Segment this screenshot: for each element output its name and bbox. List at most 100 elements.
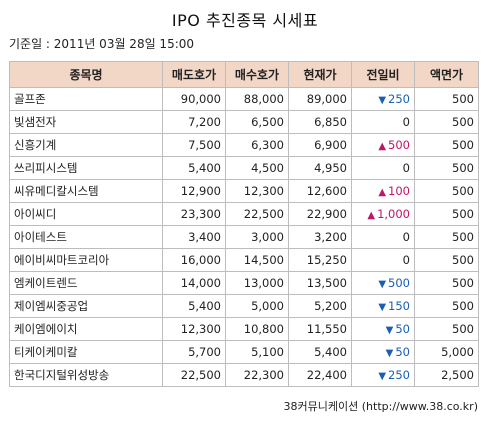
par-value: 500 — [414, 133, 479, 157]
header-current-price: 현재가 — [288, 61, 352, 88]
ask-price: 23,300 — [162, 202, 226, 226]
change-cell: 0 — [351, 156, 415, 180]
stock-name[interactable]: 한국디지털위성방송 — [9, 363, 163, 387]
par-value: 500 — [414, 294, 479, 318]
table-header-row: 종목명 매도호가 매수호가 현재가 전일비 액면가 — [9, 61, 479, 88]
stock-name[interactable]: 빛샘전자 — [9, 110, 163, 134]
current-price: 22,900 — [288, 202, 352, 226]
triangle-down-icon: ▼ — [378, 95, 387, 106]
header-ask-price: 매도호가 — [162, 61, 226, 88]
triangle-down-icon: ▼ — [385, 348, 394, 359]
source-credit: 38커뮤니케이션 (http://www.38.co.kr) — [283, 400, 478, 413]
current-price: 4,950 — [288, 156, 352, 180]
par-value: 2,500 — [414, 363, 479, 387]
current-price: 11,550 — [288, 317, 352, 341]
current-price: 12,600 — [288, 179, 352, 203]
triangle-up-icon: ▲ — [367, 210, 376, 221]
header-stock-name: 종목명 — [9, 61, 163, 88]
change-cell: ▲ 500 — [351, 133, 415, 157]
par-value: 500 — [414, 202, 479, 226]
ask-price: 16,000 — [162, 248, 226, 272]
par-value: 500 — [414, 271, 479, 295]
ask-price: 7,500 — [162, 133, 226, 157]
current-price: 6,850 — [288, 110, 352, 134]
page-title: IPO 추진종목 시세표 — [171, 11, 319, 30]
stock-name[interactable]: 아이씨디 — [9, 202, 163, 226]
current-price: 13,500 — [288, 271, 352, 295]
change-cell: ▼ 150 — [351, 294, 415, 318]
stock-name[interactable]: 신흥기계 — [9, 133, 163, 157]
change-cell: ▼ 250 — [351, 87, 415, 111]
ask-price: 5,700 — [162, 340, 226, 364]
change-value: 150 — [388, 299, 410, 313]
bid-price: 12,300 — [225, 179, 289, 203]
ask-price: 7,200 — [162, 110, 226, 134]
stock-name[interactable]: 아이테스트 — [9, 225, 163, 249]
change-value: 0 — [402, 230, 410, 244]
header-change: 전일비 — [351, 61, 415, 88]
change-value: 0 — [402, 115, 410, 129]
bid-price: 10,800 — [225, 317, 289, 341]
change-value: 0 — [402, 253, 410, 267]
change-value: 1,000 — [377, 207, 410, 221]
ask-price: 12,300 — [162, 317, 226, 341]
par-value: 500 — [414, 110, 479, 134]
bid-price: 88,000 — [225, 87, 289, 111]
ask-price: 90,000 — [162, 87, 226, 111]
current-price: 6,900 — [288, 133, 352, 157]
stock-name[interactable]: 엠케이트렌드 — [9, 271, 163, 295]
triangle-up-icon: ▲ — [378, 187, 387, 198]
bid-price: 6,500 — [225, 110, 289, 134]
par-value: 500 — [414, 317, 479, 341]
table-row: 아이씨디 23,300 22,500 22,900 ▲ 1,000 500 — [9, 202, 479, 226]
par-value: 5,000 — [414, 340, 479, 364]
triangle-down-icon: ▼ — [378, 302, 387, 313]
current-price: 22,400 — [288, 363, 352, 387]
change-cell: ▼ 250 — [351, 363, 415, 387]
change-cell: 0 — [351, 225, 415, 249]
stock-name[interactable]: 티케이케미칼 — [9, 340, 163, 364]
quote-table: 종목명 매도호가 매수호가 현재가 전일비 액면가 골프존 90,000 88,00… — [9, 61, 479, 387]
change-cell: ▼ 50 — [351, 340, 415, 364]
current-price: 3,200 — [288, 225, 352, 249]
bid-price: 5,100 — [225, 340, 289, 364]
table-row: 아이테스트 3,400 3,000 3,200 0 500 — [9, 225, 479, 249]
change-value: 250 — [388, 368, 410, 382]
header-bid-price: 매수호가 — [225, 61, 289, 88]
stock-name[interactable]: 쓰리피시스템 — [9, 156, 163, 180]
table-row: 에이비씨마트코리아 16,000 14,500 15,250 0 500 — [9, 248, 479, 272]
stock-name[interactable]: 골프존 — [9, 87, 163, 111]
table-row: 엠케이트렌드 14,000 13,000 13,500 ▼ 500 500 — [9, 271, 479, 295]
base-date: 기준일 : 2011년 03월 28일 15:00 — [9, 37, 195, 51]
ask-price: 14,000 — [162, 271, 226, 295]
change-value: 50 — [395, 322, 410, 336]
stock-name[interactable]: 제이엠씨중공업 — [9, 294, 163, 318]
change-cell: ▲ 1,000 — [351, 202, 415, 226]
change-value: 500 — [388, 138, 410, 152]
table-row: 케이엠에이치 12,300 10,800 11,550 ▼ 50 500 — [9, 317, 479, 341]
change-value: 100 — [388, 184, 410, 198]
change-cell: ▼ 50 — [351, 317, 415, 341]
change-cell: ▼ 500 — [351, 271, 415, 295]
par-value: 500 — [414, 156, 479, 180]
bid-price: 22,300 — [225, 363, 289, 387]
table-row: 티케이케미칼 5,700 5,100 5,400 ▼ 50 5,000 — [9, 340, 479, 364]
current-price: 5,400 — [288, 340, 352, 364]
header-par-value: 액면가 — [414, 61, 479, 88]
ask-price: 3,400 — [162, 225, 226, 249]
stock-name[interactable]: 케이엠에이치 — [9, 317, 163, 341]
bid-price: 14,500 — [225, 248, 289, 272]
ask-price: 12,900 — [162, 179, 226, 203]
table-row: 제이엠씨중공업 5,400 5,000 5,200 ▼ 150 500 — [9, 294, 479, 318]
stock-name[interactable]: 씨유메디칼시스템 — [9, 179, 163, 203]
ask-price: 5,400 — [162, 294, 226, 318]
change-value: 0 — [402, 161, 410, 175]
bid-price: 3,000 — [225, 225, 289, 249]
table-row: 쓰리피시스템 5,400 4,500 4,950 0 500 — [9, 156, 479, 180]
triangle-down-icon: ▼ — [385, 325, 394, 336]
change-value: 250 — [388, 92, 410, 106]
stock-name[interactable]: 에이비씨마트코리아 — [9, 248, 163, 272]
table-row: 신흥기계 7,500 6,300 6,900 ▲ 500 500 — [9, 133, 479, 157]
bid-price: 22,500 — [225, 202, 289, 226]
change-value: 50 — [395, 345, 410, 359]
